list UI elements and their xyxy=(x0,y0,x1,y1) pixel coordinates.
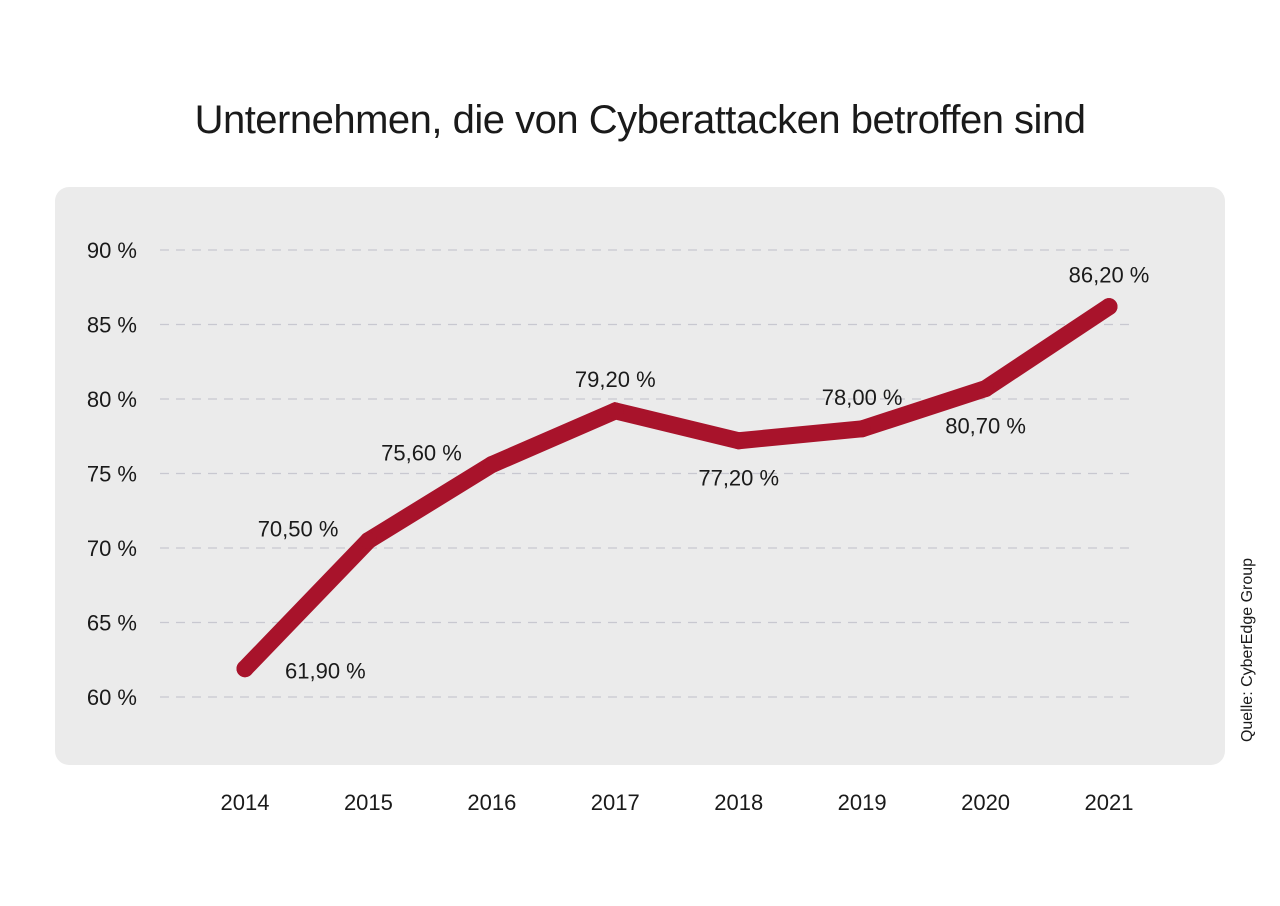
data-labels: 61,90 % 70,50 % 75,60 % 79,20 % 77,20 % 78,00… xyxy=(258,263,1150,684)
data-point xyxy=(236,660,254,678)
data-label: 75,60 % xyxy=(381,441,462,466)
x-axis-tick-labels: 2014 2015 2016 2017 2018 2019 2020 2021 xyxy=(221,790,1134,815)
data-point xyxy=(483,456,501,474)
data-label: 61,90 % xyxy=(285,659,366,684)
data-point xyxy=(853,420,871,438)
data-label: 86,20 % xyxy=(1069,263,1150,288)
x-tick-label: 2016 xyxy=(467,790,516,815)
data-label: 70,50 % xyxy=(258,517,339,542)
x-tick-label: 2014 xyxy=(221,790,270,815)
gridlines xyxy=(160,249,1130,698)
y-tick-label: 70 % xyxy=(87,536,137,561)
data-label: 80,70 % xyxy=(945,414,1026,439)
y-axis-tick-labels: 60 % 65 % 70 % 75 % 80 % 85 % 90 % xyxy=(87,238,137,710)
x-tick-label: 2015 xyxy=(344,790,393,815)
y-tick-label: 75 % xyxy=(87,462,137,487)
data-label: 77,20 % xyxy=(698,466,779,491)
y-tick-label: 65 % xyxy=(87,611,137,636)
x-tick-label: 2020 xyxy=(961,790,1010,815)
y-tick-label: 85 % xyxy=(87,313,137,338)
data-point xyxy=(359,532,377,550)
data-point xyxy=(977,380,995,398)
y-tick-label: 60 % xyxy=(87,685,137,710)
series-line xyxy=(236,298,1118,678)
x-tick-label: 2021 xyxy=(1085,790,1134,815)
x-tick-label: 2019 xyxy=(838,790,887,815)
chart-title: Unternehmen, die von Cyberattacken betro… xyxy=(194,98,1086,142)
x-tick-label: 2017 xyxy=(591,790,640,815)
data-point xyxy=(730,432,748,450)
source-note: Quelle: CyberEdge Group xyxy=(1239,557,1256,743)
y-tick-label: 80 % xyxy=(87,387,137,412)
data-label: 79,20 % xyxy=(575,367,656,392)
data-point xyxy=(1100,298,1118,316)
y-tick-label: 90 % xyxy=(87,238,137,263)
data-series xyxy=(236,298,1118,678)
data-label: 78,00 % xyxy=(822,385,903,410)
x-tick-label: 2018 xyxy=(714,790,763,815)
data-point xyxy=(606,402,624,420)
